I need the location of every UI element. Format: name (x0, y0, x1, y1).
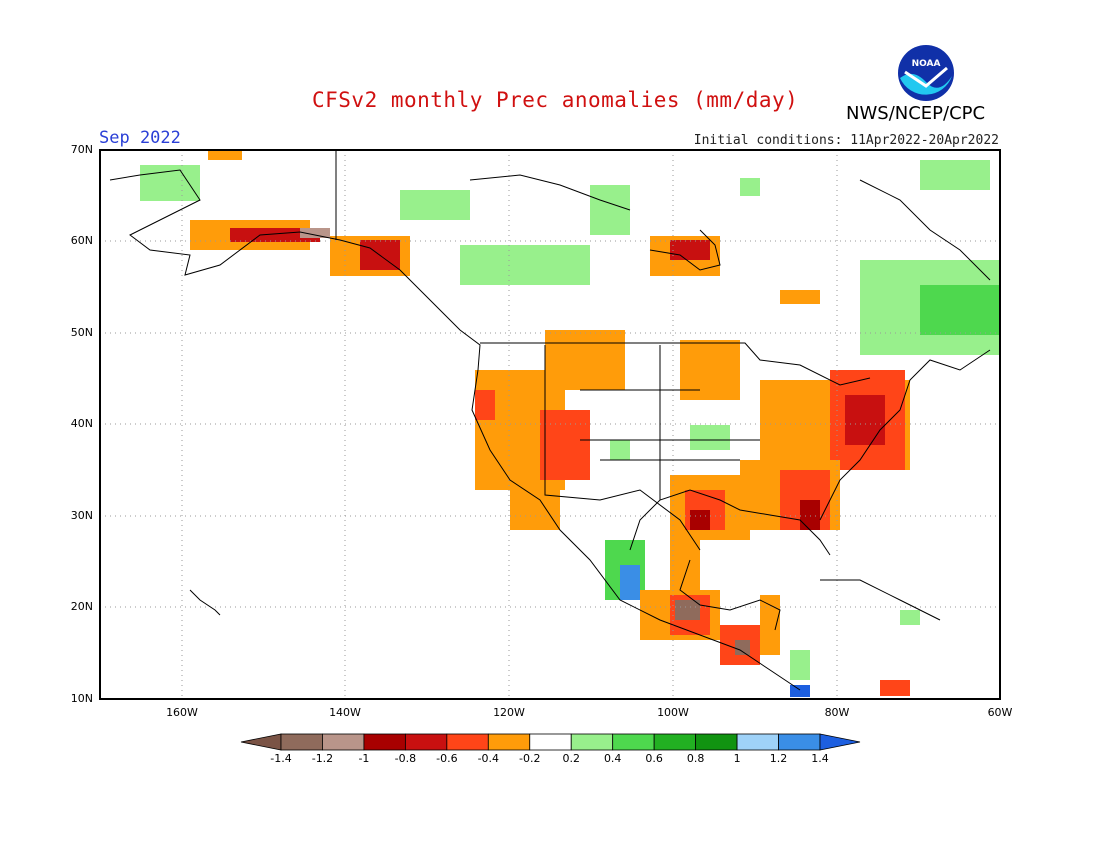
anomaly-shading (140, 150, 1000, 697)
map-title: CFSv2 monthly Prec anomalies (mm/day) (312, 88, 799, 112)
map-frame (99, 149, 1001, 700)
colorbar-tick-label: -1 (358, 752, 370, 765)
lon-label-120w: 120W (493, 706, 525, 719)
colorbar-tick-label: -0.4 (477, 752, 500, 765)
colorbar-tick-label: 0.6 (645, 752, 663, 765)
colorbar-cell (240, 733, 282, 751)
lon-label-60w: 60W (987, 706, 1013, 719)
colorbar-tick-label: 0.2 (562, 752, 580, 765)
lat-label-50n: 50N (70, 326, 93, 339)
coastlines (109, 169, 991, 691)
colorbar-tick-label: -1.2 (311, 752, 334, 765)
colorbar-cell (612, 733, 655, 751)
lon-label-140w: 140W (329, 706, 361, 719)
colorbar-cells (240, 733, 861, 751)
colorbar-cell (529, 733, 572, 751)
colorbar-cell (695, 733, 738, 751)
lat-label-30n: 30N (70, 509, 93, 522)
colorbar-cell (653, 733, 697, 751)
colorbar-cell (404, 733, 448, 751)
valid-month-label: Sep 2022 (99, 128, 181, 148)
lon-label-100w: 100W (657, 706, 689, 719)
colorbar-tick-label: 0.4 (603, 752, 622, 765)
lat-label-10n: 10N (70, 692, 93, 705)
colorbar-tick-label: -0.8 (394, 752, 417, 765)
lon-label-80w: 80W (824, 706, 850, 719)
colorbar-cell (778, 733, 821, 751)
initial-conditions-label: Initial conditions: 11Apr2022-20Apr2022 (693, 133, 999, 148)
lat-label-20n: 20N (70, 600, 93, 613)
lat-label-70n: 70N (70, 143, 93, 156)
lat-label-40n: 40N (70, 417, 93, 430)
colorbar-cell (819, 733, 861, 751)
noaa-logo-icon: NOAA (896, 43, 956, 103)
graticule (100, 150, 1000, 699)
political-borders (335, 150, 871, 551)
colorbar-tick-label: 1.2 (769, 752, 788, 765)
logo-text: NOAA (912, 59, 941, 69)
colorbar-tick-label: 1 (733, 752, 741, 765)
colorbar-tick-label: -0.2 (519, 752, 541, 765)
colorbar-cell (736, 733, 779, 751)
colorbar-cell (322, 733, 365, 751)
colorbar-tick-label: -1.4 (270, 752, 292, 765)
colorbar-tick-label: -0.6 (436, 752, 458, 765)
lon-label-160w: 160W (166, 706, 198, 719)
colorbar-cell (280, 733, 323, 751)
colorbar-cell (363, 733, 406, 751)
colorbar-cell (570, 733, 614, 751)
colorbar-cell (446, 733, 489, 751)
agency-label: NWS/NCEP/CPC (846, 103, 986, 124)
colorbar-cell (487, 733, 531, 751)
colorbar-tick-label: 0.8 (686, 752, 705, 765)
colorbar-tick-label: 1.4 (811, 752, 829, 765)
lat-label-60n: 60N (70, 234, 93, 247)
